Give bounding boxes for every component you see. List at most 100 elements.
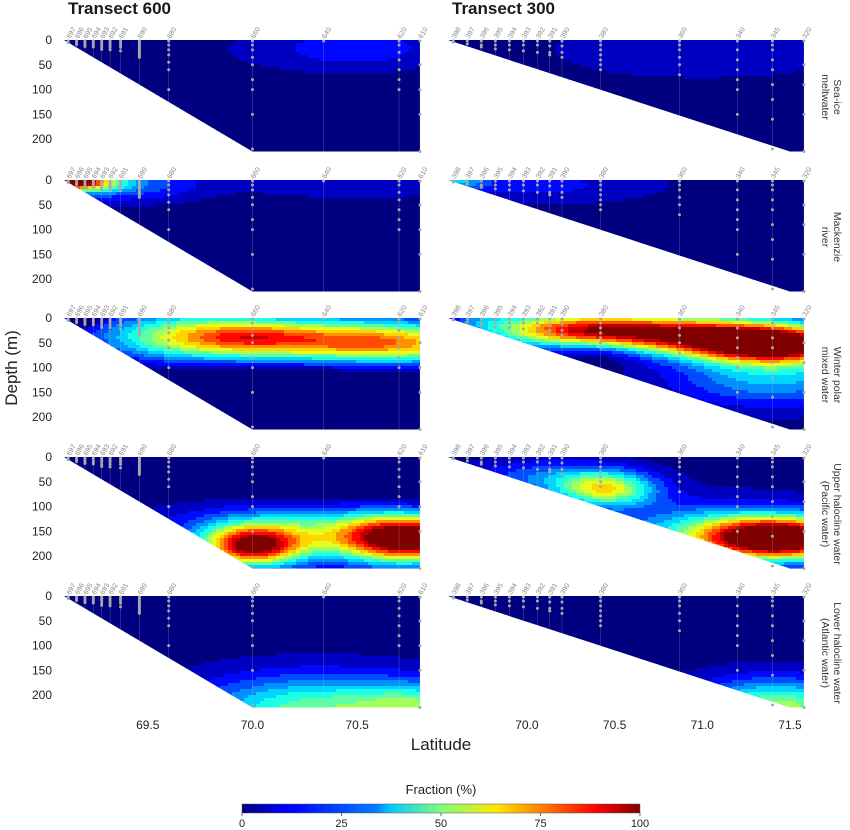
- sample-point: [677, 63, 681, 67]
- x-tick-label: 70.5: [345, 718, 369, 732]
- station-label: 695: [83, 304, 95, 318]
- station-label: 392: [535, 582, 547, 596]
- y-tick-label: 0: [45, 33, 52, 47]
- sample-point: [560, 190, 564, 194]
- sample-point: [770, 673, 774, 677]
- station-label: 680: [166, 443, 178, 457]
- station-label: 697: [66, 304, 78, 318]
- station-label: 693: [99, 304, 111, 318]
- sample-point: [167, 43, 171, 47]
- sample-point: [250, 317, 254, 321]
- sample-point: [250, 63, 254, 67]
- sample-point: [397, 485, 401, 489]
- sample-point: [535, 599, 539, 603]
- sample-point: [802, 529, 806, 533]
- sample-point: [108, 599, 112, 603]
- sample-point: [770, 183, 774, 187]
- sample-point: [560, 195, 564, 199]
- sample-point: [250, 147, 254, 151]
- sample-point: [770, 147, 774, 151]
- sample-point: [465, 459, 469, 463]
- sample-point: [677, 213, 681, 217]
- sample-point: [548, 470, 552, 474]
- sample-point: [167, 477, 171, 481]
- sample-point: [465, 595, 469, 599]
- sample-point: [770, 639, 774, 643]
- station-label: 380: [598, 443, 610, 457]
- station-label: 692: [108, 443, 120, 457]
- x-axis-label: Latitude: [411, 735, 472, 754]
- sample-point: [599, 485, 603, 489]
- sample-point: [677, 55, 681, 59]
- sample-point: [167, 366, 171, 370]
- sample-point: [802, 39, 806, 43]
- row-label-line: (Pacific water): [819, 481, 831, 548]
- sample-point: [465, 317, 469, 321]
- station-label: 692: [108, 166, 120, 180]
- sample-point: [735, 208, 739, 212]
- sample-point: [119, 327, 123, 331]
- sample-point: [735, 465, 739, 469]
- row-label: Upper halocline water(Pacific water): [819, 463, 843, 565]
- sample-point: [167, 179, 171, 183]
- sample-point: [735, 475, 739, 479]
- sample-point: [735, 39, 739, 43]
- sample-point: [119, 605, 123, 609]
- sample-point: [770, 514, 774, 518]
- sample-point: [521, 317, 525, 321]
- colorbar-tick-label: 100: [631, 818, 649, 830]
- sample-point: [119, 599, 123, 603]
- sample-point: [397, 606, 401, 610]
- sample-point: [507, 465, 511, 469]
- sample-point: [250, 703, 254, 707]
- sample-point: [250, 366, 254, 370]
- contour-field: [64, 318, 420, 430]
- sample-point: [137, 333, 141, 337]
- contour-field: [448, 596, 804, 708]
- sample-point: [548, 39, 552, 43]
- station-label: 395: [493, 304, 505, 318]
- station-label: 396: [479, 582, 491, 596]
- sample-point: [119, 43, 123, 47]
- sample-point: [479, 179, 483, 183]
- sample-point: [735, 356, 739, 360]
- station-label: 398: [451, 582, 463, 596]
- sample-point: [677, 456, 681, 460]
- sample-point: [397, 317, 401, 321]
- x-tick-label: 70.0: [515, 718, 539, 732]
- sample-point: [599, 456, 603, 460]
- sample-point: [167, 48, 171, 52]
- sample-point: [167, 460, 171, 464]
- sample-point: [250, 599, 254, 603]
- sample-point: [521, 599, 525, 603]
- sample-point: [493, 179, 497, 183]
- station-label: 694: [91, 26, 103, 40]
- sample-point: [560, 328, 564, 332]
- sample-point: [322, 595, 326, 599]
- sample-point: [397, 228, 401, 232]
- sample-point: [479, 45, 483, 49]
- sample-point: [167, 624, 171, 628]
- sample-point: [599, 470, 603, 474]
- sample-point: [75, 459, 79, 463]
- station-label: 396: [479, 26, 491, 40]
- station-label: 360: [677, 304, 689, 318]
- sample-point: [83, 600, 87, 604]
- sample-point: [507, 48, 511, 52]
- sample-point: [599, 346, 603, 350]
- sample-point: [91, 185, 95, 189]
- station-label: 392: [535, 26, 547, 40]
- station-label: 398: [451, 304, 463, 318]
- station-label: 390: [560, 582, 572, 596]
- sample-point: [397, 634, 401, 638]
- y-tick-label: 50: [39, 58, 53, 72]
- sample-point: [250, 644, 254, 648]
- sample-point: [560, 461, 564, 465]
- sample-point: [548, 595, 552, 599]
- sample-point: [770, 43, 774, 47]
- sample-point: [770, 39, 774, 43]
- sample-point: [560, 333, 564, 337]
